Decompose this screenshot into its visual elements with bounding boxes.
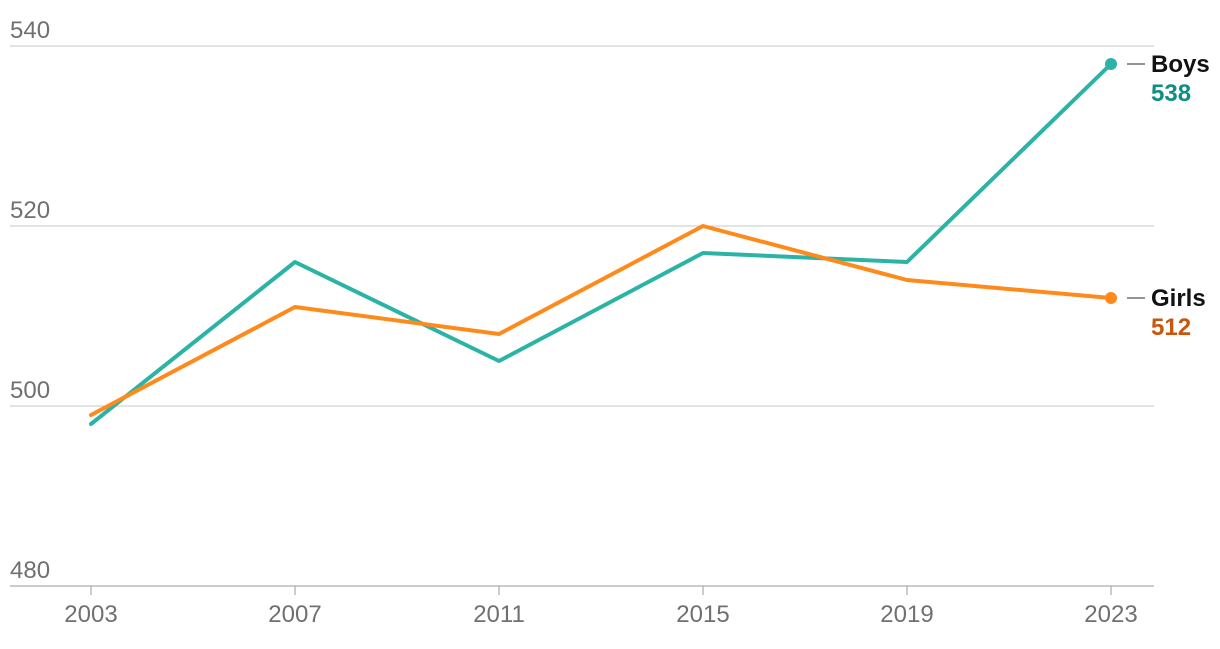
boys-end-value: 538 — [1151, 80, 1191, 107]
x-tick-label: 2019 — [880, 601, 933, 628]
y-axis-tick-labels: 480 500 520 540 — [10, 17, 50, 584]
x-tick-label: 2015 — [676, 601, 729, 628]
x-tick-label: 2003 — [64, 601, 117, 628]
girls-series-name: Girls — [1151, 285, 1206, 312]
gridlines — [10, 45, 1154, 407]
x-tick-label: 2011 — [473, 601, 525, 628]
y-tick-label: 520 — [10, 197, 50, 224]
x-axis: 2003 2007 2011 2015 2019 2023 — [10, 585, 1154, 628]
girls-end-marker — [1105, 292, 1117, 304]
y-tick-label: 540 — [10, 17, 50, 44]
series-lines — [89, 58, 1117, 426]
boys-end-marker — [1105, 58, 1117, 70]
girls-end-value: 512 — [1151, 314, 1191, 341]
x-tick-label: 2007 — [268, 601, 321, 628]
girls-line — [89, 224, 1113, 417]
boys-series-name: Boys — [1151, 51, 1210, 78]
y-tick-label: 480 — [10, 557, 50, 584]
y-tick-label: 500 — [10, 377, 50, 404]
boys-line — [89, 62, 1113, 426]
x-tick-label: 2023 — [1084, 601, 1137, 628]
